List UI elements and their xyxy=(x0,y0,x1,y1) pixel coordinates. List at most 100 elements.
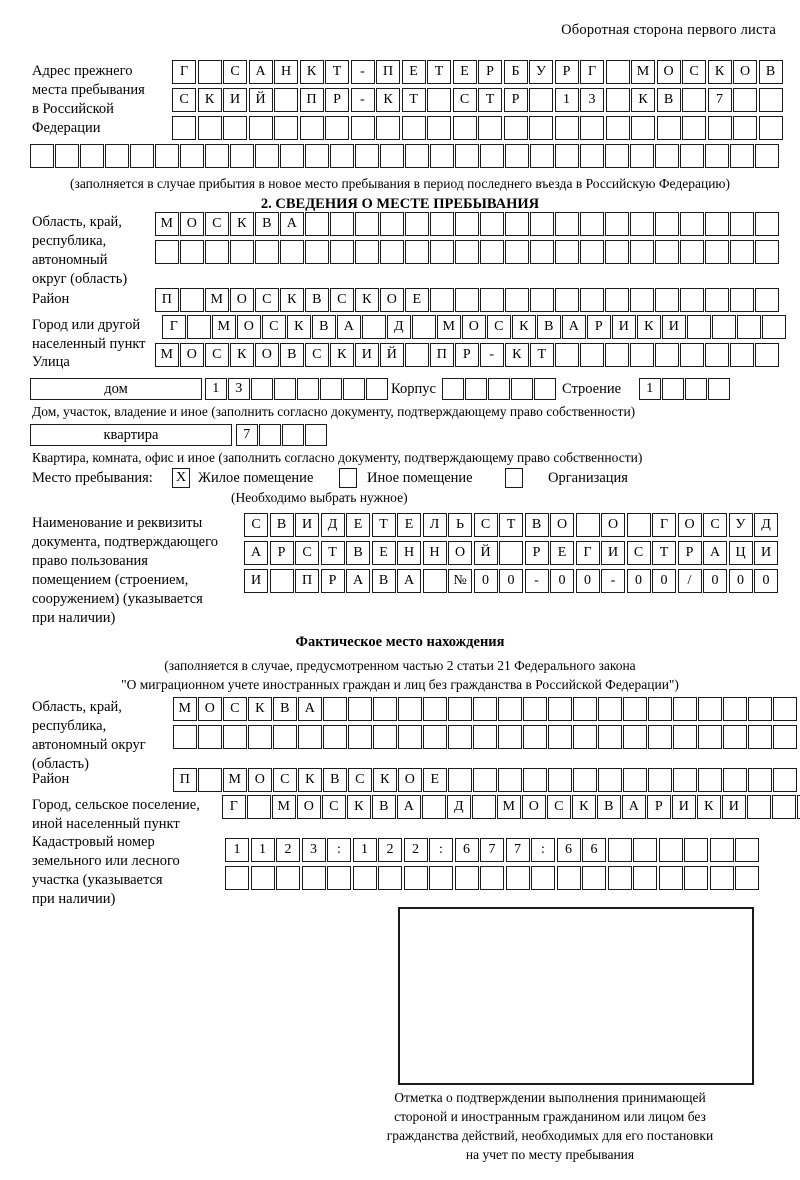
input-cell[interactable] xyxy=(305,240,329,264)
input-cell[interactable]: Е xyxy=(405,288,429,312)
input-cell[interactable] xyxy=(269,569,294,593)
input-cell[interactable]: А xyxy=(703,541,727,565)
input-cell[interactable] xyxy=(362,315,386,339)
input-cell[interactable] xyxy=(30,144,54,168)
input-cell[interactable]: П xyxy=(173,768,197,792)
input-cell[interactable] xyxy=(580,144,604,168)
input-cell[interactable] xyxy=(680,288,704,312)
input-cell[interactable] xyxy=(430,240,454,264)
input-cell[interactable]: О xyxy=(180,343,204,367)
input-cell[interactable] xyxy=(598,725,622,749)
input-cell[interactable] xyxy=(422,795,446,819)
input-cell[interactable]: 2 xyxy=(403,838,428,862)
input-cell[interactable] xyxy=(380,144,404,168)
input-cell[interactable]: О xyxy=(230,288,254,312)
input-cell[interactable] xyxy=(455,212,479,236)
input-cell[interactable]: 0 xyxy=(754,569,778,593)
input-cell[interactable]: С xyxy=(473,513,498,537)
input-cell[interactable] xyxy=(529,88,553,112)
input-cell[interactable]: К xyxy=(355,288,379,312)
input-cell[interactable]: Р xyxy=(554,60,579,84)
input-cell[interactable] xyxy=(366,378,388,400)
input-cell[interactable]: М xyxy=(497,795,521,819)
input-cell[interactable] xyxy=(398,697,422,721)
input-cell[interactable] xyxy=(259,424,281,446)
input-cell[interactable]: С xyxy=(547,795,571,819)
input-cell[interactable] xyxy=(605,144,629,168)
input-cell[interactable]: Е xyxy=(550,541,574,565)
input-cell[interactable] xyxy=(582,866,606,890)
input-cell[interactable] xyxy=(305,212,329,236)
input-cell[interactable] xyxy=(773,768,797,792)
input-cell[interactable]: О xyxy=(255,343,279,367)
input-cell[interactable]: 1 xyxy=(225,838,249,862)
input-cell[interactable]: Т xyxy=(371,513,396,537)
input-cell[interactable] xyxy=(680,212,704,236)
prev-address-row-4[interactable] xyxy=(30,144,780,168)
input-cell[interactable]: 7 xyxy=(236,424,258,446)
input-cell[interactable]: О xyxy=(237,315,261,339)
input-cell[interactable] xyxy=(698,725,722,749)
input-cell[interactable]: П xyxy=(376,60,400,84)
input-cell[interactable] xyxy=(180,144,204,168)
input-cell[interactable] xyxy=(355,212,379,236)
input-cell[interactable] xyxy=(755,144,779,168)
input-cell[interactable] xyxy=(680,343,704,367)
input-cell[interactable]: / xyxy=(677,569,702,593)
input-cell[interactable] xyxy=(580,212,604,236)
input-cell[interactable] xyxy=(723,768,747,792)
input-cell[interactable]: В xyxy=(597,795,621,819)
input-cell[interactable] xyxy=(623,725,647,749)
input-cell[interactable]: Е xyxy=(401,60,426,84)
input-cell[interactable] xyxy=(401,116,426,140)
input-cell[interactable]: О xyxy=(248,768,272,792)
input-cell[interactable] xyxy=(682,88,706,112)
input-cell[interactable] xyxy=(305,144,329,168)
input-cell[interactable] xyxy=(380,240,404,264)
input-cell[interactable]: А xyxy=(298,697,322,721)
input-cell[interactable]: К xyxy=(299,60,324,84)
input-cell[interactable]: И xyxy=(754,541,778,565)
input-cell[interactable] xyxy=(555,288,579,312)
input-cell[interactable] xyxy=(573,697,597,721)
input-cell[interactable] xyxy=(180,240,204,264)
input-cell[interactable] xyxy=(748,768,772,792)
input-cell[interactable] xyxy=(598,768,622,792)
input-cell[interactable]: М xyxy=(155,212,179,236)
input-cell[interactable] xyxy=(554,116,579,140)
input-cell[interactable] xyxy=(530,212,554,236)
input-cell[interactable] xyxy=(473,697,497,721)
input-cell[interactable] xyxy=(698,768,722,792)
input-cell[interactable]: В xyxy=(537,315,561,339)
input-cell[interactable] xyxy=(247,795,271,819)
input-cell[interactable]: О xyxy=(462,315,486,339)
input-cell[interactable] xyxy=(503,116,528,140)
input-cell[interactable]: К xyxy=(707,60,732,84)
input-cell[interactable] xyxy=(480,212,504,236)
input-cell[interactable] xyxy=(280,240,304,264)
input-cell[interactable] xyxy=(684,866,708,890)
input-cell[interactable]: 0 xyxy=(652,569,676,593)
input-cell[interactable]: К xyxy=(248,697,272,721)
input-cell[interactable] xyxy=(633,838,657,862)
input-cell[interactable] xyxy=(755,288,779,312)
input-cell[interactable]: О xyxy=(677,513,702,537)
input-cell[interactable]: О xyxy=(733,60,757,84)
input-cell[interactable] xyxy=(350,116,375,140)
input-cell[interactable] xyxy=(223,725,247,749)
input-cell[interactable]: П xyxy=(155,288,179,312)
input-cell[interactable] xyxy=(598,697,622,721)
input-cell[interactable]: - xyxy=(350,88,375,112)
input-cell[interactable] xyxy=(523,725,547,749)
input-cell[interactable]: 3 xyxy=(228,378,250,400)
input-cell[interactable] xyxy=(373,725,397,749)
input-cell[interactable]: Н xyxy=(274,60,298,84)
input-cell[interactable]: 2 xyxy=(276,838,300,862)
input-cell[interactable] xyxy=(755,212,779,236)
input-cell[interactable] xyxy=(662,378,684,400)
input-cell[interactable]: Р xyxy=(677,541,702,565)
input-cell[interactable] xyxy=(448,697,472,721)
input-cell[interactable] xyxy=(673,697,697,721)
input-cell[interactable] xyxy=(448,725,472,749)
